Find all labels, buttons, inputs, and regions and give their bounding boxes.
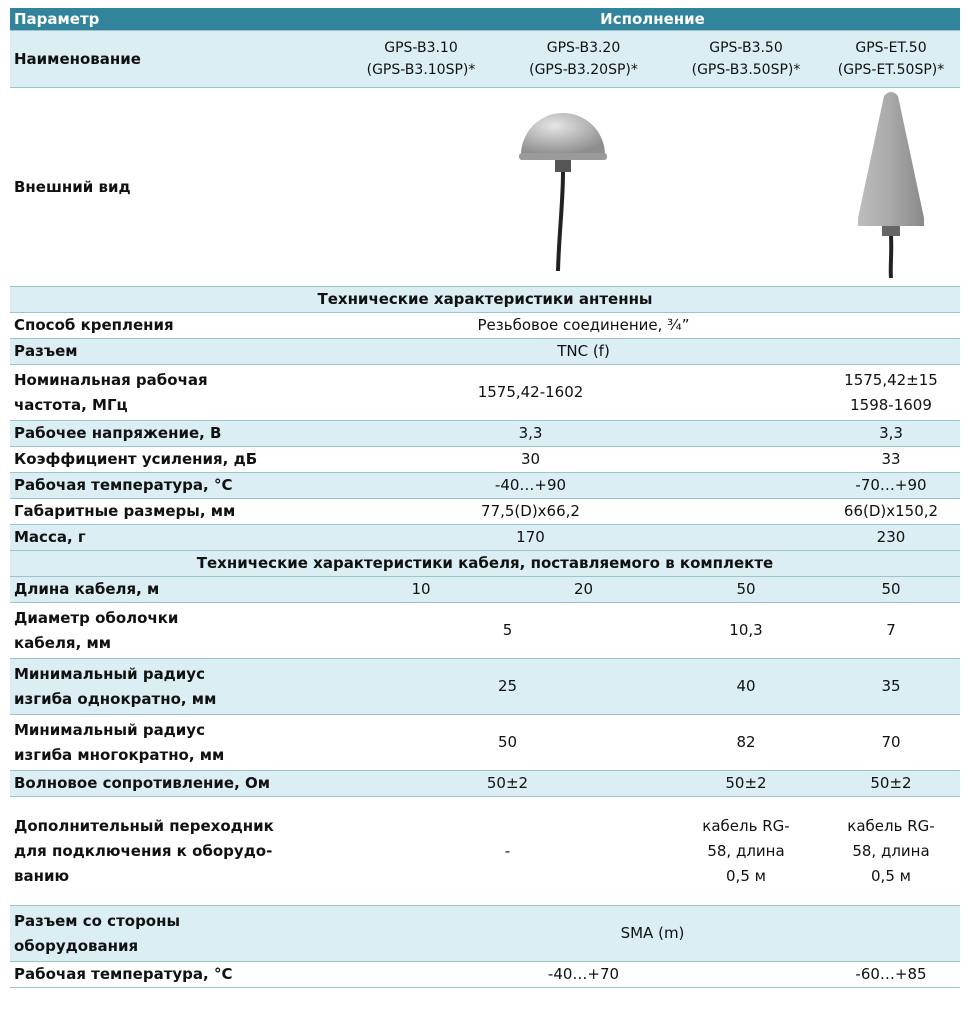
image-cell [670,87,822,287]
value: -40…+70 [345,961,822,988]
row: Разъем TNC (f) [10,338,960,365]
image-cell [822,87,960,287]
value: - [345,796,670,906]
value: 35 [822,658,960,715]
label: Способ крепления [10,312,345,339]
section-row: Технические характеристики антенны [10,286,960,313]
value: 20 [497,576,670,603]
model: GPS-B3.20 (GPS-B3.20SP)* [497,30,670,88]
cone-antenna-image [858,92,924,279]
label: Рабочая температура, °С [10,961,345,988]
value: -70…+90 [822,472,960,499]
label: Рабочее напряжение, В [10,420,345,447]
label: Минимальный радиус изгиба однократно, мм [10,658,345,715]
label: Коэффициент усиления, дБ [10,446,345,473]
row: Диаметр оболочки кабеля, мм 5 10,3 7 [10,602,960,659]
value: 1575,42-1602 [345,364,822,421]
label: Масса, г [10,524,345,551]
value: 7 [822,602,960,659]
value: 50 [345,714,670,771]
row: Масса, г 170 230 [10,524,960,551]
label: Волновое сопротивление, Ом [10,770,345,797]
value: 77,5(D)x66,2 [345,498,822,525]
value: 5 [345,602,670,659]
row: Дополнительный переходник для подключени… [10,796,960,906]
row: Рабочая температура, °С -40…+70 -60…+85 [10,961,960,988]
value: 10,3 [670,602,822,659]
value: кабель RG- 58, длина 0,5 м [670,796,822,906]
value: кабель RG- 58, длина 0,5 м [822,796,960,906]
value: 70 [822,714,960,771]
value [822,312,960,339]
row: Внешний вид [10,87,960,287]
label: Наименование [10,30,345,88]
row: Габаритные размеры, мм 77,5(D)x66,2 66(D)x… [10,498,960,525]
dome-antenna-image [518,113,607,272]
row: Номинальная рабочая частота, МГц 1575,42-… [10,364,960,421]
value: 1575,42±15 1598-1609 [822,364,960,421]
value: Резьбовое соединение, ¾” [345,312,822,339]
value: 50±2 [670,770,822,797]
value: 25 [345,658,670,715]
value: 3,3 [345,420,822,447]
header-row: Параметр Исполнение [10,8,960,31]
spec-table: Параметр Исполнение Наименование GPS-B3.1… [10,8,960,988]
value: 66(D)x150,2 [822,498,960,525]
label: Номинальная рабочая частота, МГц [10,364,345,421]
value: -60…+85 [822,961,960,988]
row: Рабочая температура, °С -40…+90 -70…+90 [10,472,960,499]
value: -40…+90 [345,472,822,499]
value: 170 [345,524,822,551]
label: Длина кабеля, м [10,576,345,603]
value: 3,3 [822,420,960,447]
label: Внешний вид [10,87,345,287]
label: Рабочая температура, °С [10,472,345,499]
value: 50 [670,576,822,603]
value: SMA (m) [345,905,960,962]
label: Минимальный радиус изгиба многократно, м… [10,714,345,771]
value: 230 [822,524,960,551]
value: 30 [345,446,822,473]
label: Разъем со стороны оборудования [10,905,345,962]
section-row: Технические характеристики кабеля, поста… [10,550,960,577]
value: TNC (f) [345,338,822,365]
model: GPS-B3.50 (GPS-B3.50SP)* [670,30,822,88]
value: 82 [670,714,822,771]
section-title: Технические характеристики антенны [10,286,960,313]
label: Диаметр оболочки кабеля, мм [10,602,345,659]
value [822,338,960,365]
row: Длина кабеля, м 10 20 50 50 [10,576,960,603]
row: Волновое сопротивление, Ом 50±2 50±2 50±2 [10,770,960,797]
label: Габаритные размеры, мм [10,498,345,525]
row: Наименование GPS-B3.10 (GPS-B3.10SP)* GPS… [10,30,960,88]
value: 50±2 [345,770,670,797]
row: Разъем со стороны оборудования SMA (m) [10,905,960,962]
row: Рабочее напряжение, В 3,3 3,3 [10,420,960,447]
section-title: Технические характеристики кабеля, поста… [10,550,960,577]
value: 33 [822,446,960,473]
row: Способ крепления Резьбовое соединение, ¾” [10,312,960,339]
row: Коэффициент усиления, дБ 30 33 [10,446,960,473]
value: 50±2 [822,770,960,797]
model: GPS-ET.50 (GPS-ET.50SP)* [822,30,960,88]
value: 40 [670,658,822,715]
value: 50 [822,576,960,603]
header-cell: Исполнение [345,8,960,31]
image-cell [345,87,670,287]
header-cell: Параметр [10,8,345,31]
row: Минимальный радиус изгиба однократно, мм… [10,658,960,715]
model: GPS-B3.10 (GPS-B3.10SP)* [345,30,497,88]
value: 10 [345,576,497,603]
row: Минимальный радиус изгиба многократно, м… [10,714,960,771]
label: Разъем [10,338,345,365]
label: Дополнительный переходник для подключени… [10,796,345,906]
